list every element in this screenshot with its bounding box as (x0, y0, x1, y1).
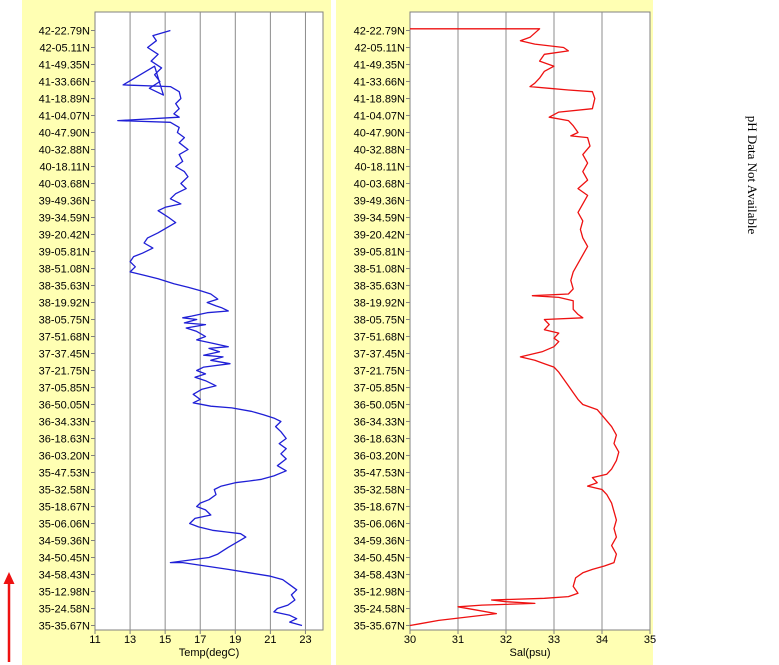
sal-y-tick-label: 38-05.75N (354, 315, 405, 327)
sal-y-tick-label: 42-05.11N (354, 43, 405, 55)
temp-y-tick-label: 38-35.63N (39, 281, 90, 293)
temp-chart: 11 13 15 17 19 21 23 42-22.79N 42-05.11N 41-49.35… (39, 11, 324, 659)
sal-y-tick-label: 41-18.89N (354, 94, 405, 106)
temp-y-tick-label: 42-22.79N (39, 26, 90, 38)
temp-y-tick-label: 35-06.06N (39, 519, 90, 531)
temp-x-axis-title: Temp(degC) (179, 647, 240, 659)
temp-y-tick-label: 34-59.36N (39, 536, 90, 548)
temp-y-tick-label: 41-18.89N (39, 94, 90, 106)
sal-x-tick-label: 31 (452, 634, 464, 646)
sal-y-tick-label: 38-35.63N (354, 281, 405, 293)
temp-x-tick-label: 17 (194, 634, 206, 646)
temp-y-tick-label: 37-21.75N (39, 366, 90, 378)
sal-y-tick-label: 35-47.53N (354, 468, 405, 480)
temp-y-tick-label: 36-50.05N (39, 400, 90, 412)
temp-y-tick-label: 42-05.11N (39, 43, 90, 55)
sal-y-tick-label: 39-34.59N (354, 213, 405, 225)
sal-y-tick-label: 42-22.79N (354, 26, 405, 38)
sal-y-tick-label: 35-06.06N (354, 519, 405, 531)
temp-y-tick-label: 40-03.68N (39, 179, 90, 191)
temp-y-tick-label: 36-03.20N (39, 451, 90, 463)
temp-x-tick-label: 19 (229, 634, 241, 646)
temp-x-tick-label: 13 (124, 634, 136, 646)
sal-y-tick-label: 34-58.43N (354, 570, 405, 582)
temp-y-tick-label: 40-47.90N (39, 128, 90, 140)
sal-y-tick-label: 39-05.81N (354, 247, 405, 259)
temp-y-tick-label: 40-32.88N (39, 145, 90, 157)
temp-y-tick-label: 38-51.08N (39, 264, 90, 276)
sal-x-tick-label: 34 (596, 634, 608, 646)
temp-y-tick-label: 41-04.07N (39, 111, 90, 123)
sal-y-tick-label: 36-03.20N (354, 451, 405, 463)
sal-y-tick-label: 34-50.45N (354, 553, 405, 565)
sal-y-tick-label: 39-20.42N (354, 230, 405, 242)
temp-y-tick-label: 35-32.58N (39, 485, 90, 497)
sal-x-tick-label: 30 (404, 634, 416, 646)
temp-y-tick-label: 39-34.59N (39, 213, 90, 225)
temp-y-tick-label: 35-47.53N (39, 468, 90, 480)
temp-y-tick-label: 41-49.35N (39, 60, 90, 72)
sal-series-line (409, 28, 620, 627)
sal-y-tick-label: 37-21.75N (354, 366, 405, 378)
temp-y-tick-label: 41-33.66N (39, 77, 90, 89)
temp-y-tick-label: 35-18.67N (39, 502, 90, 514)
sal-y-tick-label: 35-18.67N (354, 502, 405, 514)
sal-y-tick-label: 37-51.68N (354, 332, 405, 344)
direction-arrow-icon (3, 572, 15, 662)
sal-y-tick-label: 36-50.05N (354, 400, 405, 412)
sal-x-tick-label: 33 (548, 634, 560, 646)
sal-y-tick-label: 40-47.90N (354, 128, 405, 140)
sal-y-tick-label: 35-24.58N (354, 604, 405, 616)
sal-x-tick-label: 35 (644, 634, 656, 646)
temp-series-line (117, 29, 303, 627)
temp-y-tick-label: 37-37.45N (39, 349, 90, 361)
temp-y-tick-label: 38-19.92N (39, 298, 90, 310)
sal-y-tick-label: 40-32.88N (354, 145, 405, 157)
sal-y-tick-label: 39-49.36N (354, 196, 405, 208)
temp-y-tick-label: 37-05.85N (39, 383, 90, 395)
sal-y-tick-label: 37-05.85N (354, 383, 405, 395)
sal-y-tick-label: 37-37.45N (354, 349, 405, 361)
temp-x-tick-label: 23 (299, 634, 311, 646)
temp-y-tick-label: 36-34.33N (39, 417, 90, 429)
temp-y-tick-label: 34-58.43N (39, 570, 90, 582)
temp-y-tick-label: 35-24.58N (39, 604, 90, 616)
sal-y-tick-label: 41-49.35N (354, 60, 405, 72)
temp-y-tick-label: 34-50.45N (39, 553, 90, 565)
temp-y-tick-label: 39-05.81N (39, 247, 90, 259)
temp-plot-area (94, 11, 324, 631)
temp-y-tick-label: 39-49.36N (39, 196, 90, 208)
sal-y-tick-label: 40-03.68N (354, 179, 405, 191)
temp-y-tick-label: 40-18.11N (39, 162, 90, 174)
temp-x-tick-label: 21 (264, 634, 276, 646)
temp-y-tick-label: 37-51.68N (39, 332, 90, 344)
temp-y-tick-label: 36-18.63N (39, 434, 90, 446)
sal-y-tick-label: 40-18.11N (354, 162, 405, 174)
sal-y-tick-label: 35-12.98N (354, 587, 405, 599)
temp-y-tick-label: 38-05.75N (39, 315, 90, 327)
sal-x-tick-label: 32 (500, 634, 512, 646)
sal-y-tick-label: 36-18.63N (354, 434, 405, 446)
sal-y-tick-label: 34-59.36N (354, 536, 405, 548)
sal-x-axis-title: Sal(psu) (510, 647, 551, 659)
sal-y-tick-label: 35-35.67N (354, 621, 405, 633)
sal-y-tick-label: 36-34.33N (354, 417, 405, 429)
sal-y-tick-label: 38-51.08N (354, 264, 405, 276)
ph-note-text: pH Data Not Available (745, 115, 760, 235)
temp-y-tick-label: 35-12.98N (39, 587, 90, 599)
sal-y-tick-label: 41-33.66N (354, 77, 405, 89)
temp-y-tick-label: 35-35.67N (39, 621, 90, 633)
sal-chart: 30 31 32 33 34 35 42-22.79N 42-05.11N 41-49.35N 4… (354, 11, 656, 659)
temp-y-tick-label: 39-20.42N (39, 230, 90, 242)
sal-y-tick-label: 41-04.07N (354, 111, 405, 123)
sal-y-tick-label: 38-19.92N (354, 298, 405, 310)
sal-y-tick-label: 35-32.58N (354, 485, 405, 497)
temp-x-tick-label: 11 (89, 634, 100, 646)
sal-plot-area (409, 11, 651, 631)
temp-x-tick-label: 15 (159, 634, 171, 646)
